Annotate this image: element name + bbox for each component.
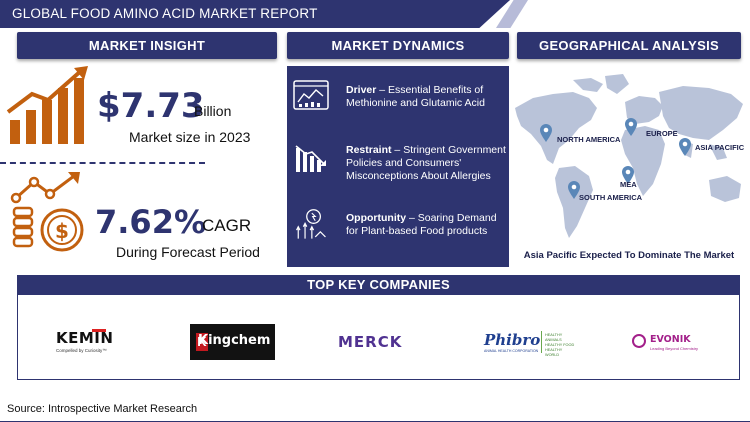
region-label-south-america: SOUTH AMERICA <box>579 193 643 202</box>
source-note: Source: Introspective Market Research <box>7 403 198 415</box>
pin-south-america-icon <box>568 181 580 199</box>
driver-text: Driver – Essential Benefits of Methionin… <box>346 84 506 110</box>
top-companies-heading: TOP KEY COMPANIES <box>17 275 740 295</box>
evonik-circle-icon <box>632 334 646 348</box>
region-label-asia-pacific: ASIA PACIFIC <box>695 143 745 152</box>
market-dynamics-panel <box>287 66 509 267</box>
region-label-europe: EUROPE <box>646 129 678 138</box>
region-label-mea: MEA <box>620 180 637 189</box>
driver-label: Driver <box>346 84 377 96</box>
cagr-caption: During Forecast Period <box>116 244 260 260</box>
svg-text:$: $ <box>55 219 69 243</box>
opportunity-text: Opportunity – Soaring Demand for Plant-b… <box>346 212 506 238</box>
phibro-logo: Phibro ANIMAL HEALTH CORPORATION <box>484 331 564 353</box>
kemin-red-accent <box>92 329 106 332</box>
phibro-divider <box>541 331 542 353</box>
phibro-wordmark: Phibro <box>484 331 541 349</box>
coin-growth-icon: $ <box>10 172 84 252</box>
opportunity-growth-icon <box>296 209 326 239</box>
geographical-analysis-heading: GEOGRAPHICAL ANALYSIS <box>517 32 741 59</box>
page-title: GLOBAL FOOD AMINO ACID MARKET REPORT <box>12 6 318 21</box>
kingchem-k-mark: K <box>196 333 208 351</box>
restraint-description: – Stringent Government Policies and Cons… <box>346 144 506 182</box>
kemin-tagline: Compelled by Curiosity™ <box>56 348 107 353</box>
pin-mea-icon <box>622 166 634 184</box>
evonik-tagline: Leading Beyond Chemistry <box>650 346 699 351</box>
restraint-label: Restraint <box>346 144 392 156</box>
cagr-label: CAGR <box>202 216 252 235</box>
driver-description: – Essential Benefits of Methionine and G… <box>346 84 485 109</box>
title-banner <box>0 0 510 28</box>
kemin-wordmark: KEMIN <box>56 329 114 347</box>
market-insight-heading: MARKET INSIGHT <box>17 32 277 59</box>
analytics-dashboard-icon <box>293 80 329 110</box>
region-label-north-america: NORTH AMERICA <box>557 135 621 144</box>
market-dynamics-heading: MARKET DYNAMICS <box>287 32 509 59</box>
pin-north-america-icon <box>540 124 552 142</box>
pin-asia-pacific-icon <box>679 138 691 156</box>
decline-chart-icon <box>295 145 326 172</box>
phibro-side-slogan: HEALTHY ANIMALS HEALTHY FOOD HEALTHY WOR… <box>545 333 575 357</box>
market-size-caption: Market size in 2023 <box>129 129 251 145</box>
opportunity-description: – Soaring Demand for Plant-based Food pr… <box>346 212 497 237</box>
phibro-tagline: ANIMAL HEALTH CORPORATION <box>484 349 539 353</box>
growth-chart-icon <box>6 66 88 144</box>
evonik-wordmark: EVONIK <box>650 334 691 345</box>
pin-europe-icon <box>625 118 637 136</box>
merck-logo: MERCK <box>338 333 403 351</box>
kingchem-wordmark: Kingchem <box>198 333 271 348</box>
world-map <box>515 74 743 238</box>
kemin-logo: KEMIN Compelled by Curiosity™ <box>56 329 126 353</box>
insight-divider <box>0 162 205 164</box>
opportunity-label: Opportunity <box>346 212 407 224</box>
cagr-value: 7.62% <box>95 203 207 241</box>
kingchem-logo: K Kingchem <box>190 324 275 360</box>
restraint-text: Restraint – Stringent Government Policie… <box>346 144 506 183</box>
geo-caption: Asia Pacific Expected To Dominate The Ma… <box>523 250 735 261</box>
market-size-unit: Billion <box>194 103 232 119</box>
market-size-value: $7.73 <box>97 86 205 126</box>
